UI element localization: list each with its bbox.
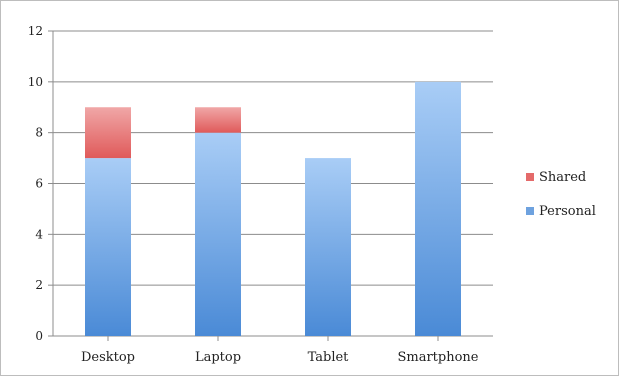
x-tick-label: Tablet <box>308 350 350 365</box>
legend: Shared Personal <box>526 170 596 219</box>
bar-shared-laptop <box>195 107 241 133</box>
bar-personal-desktop <box>85 158 131 336</box>
y-tick-label: 2 <box>35 278 43 292</box>
x-tick-label: Desktop <box>81 350 135 365</box>
y-tick-label: 0 <box>35 329 43 343</box>
legend-swatch-shared <box>526 173 534 181</box>
y-tick-label: 12 <box>28 24 43 38</box>
y-tick-label: 10 <box>28 75 43 89</box>
y-tick-label: 6 <box>35 177 43 191</box>
x-tick-label: Smartphone <box>397 350 478 365</box>
legend-label-shared: Shared <box>539 170 586 185</box>
bar-shared-desktop <box>85 107 131 159</box>
y-tick-label: 4 <box>35 227 43 241</box>
bar-personal-tablet <box>305 158 351 336</box>
bars <box>85 81 461 336</box>
legend-label-personal: Personal <box>539 204 596 219</box>
bar-personal-laptop <box>195 132 241 336</box>
y-tick-label: 8 <box>35 126 43 140</box>
legend-swatch-personal <box>526 207 534 215</box>
bar-personal-smartphone <box>415 81 461 336</box>
x-tick-label: Laptop <box>195 350 241 365</box>
axis-labels: 0 2 4 6 8 10 12 Desktop Laptop Tablet Smartphone <box>28 24 479 365</box>
